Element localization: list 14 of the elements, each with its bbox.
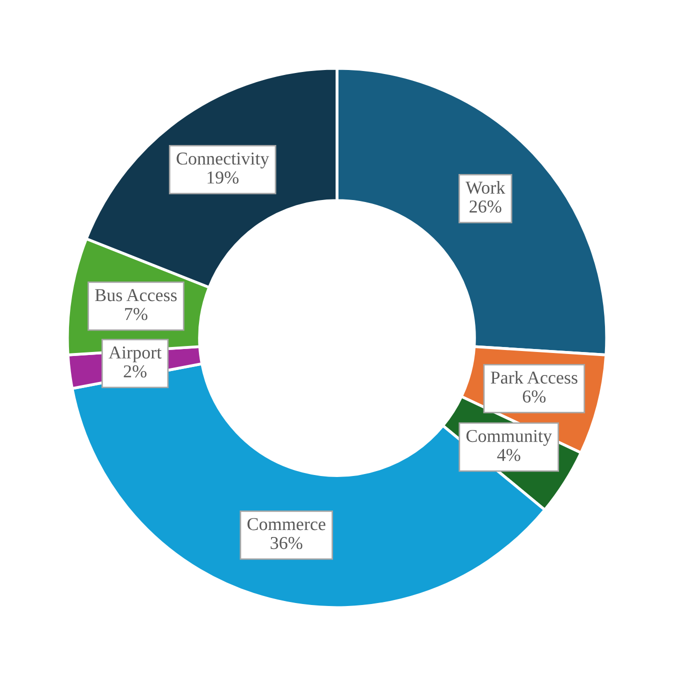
slice-label: Connectivity <box>176 152 270 168</box>
data-label: 26% <box>470 200 502 213</box>
slice-label: Park Access <box>490 370 578 384</box>
slice-label: Community <box>466 430 552 446</box>
data-label: 36% <box>270 536 302 550</box>
data-label: 19% <box>208 171 239 184</box>
data-label: 2% <box>124 365 146 378</box>
data-label: 4% <box>497 448 520 462</box>
data-label: 7% <box>125 308 148 320</box>
slice-label: Airport <box>108 346 162 362</box>
slice-label: Work <box>466 181 506 194</box>
slice-label: Bus Access <box>95 289 177 302</box>
slice-label: Commerce <box>248 518 326 530</box>
data-label: 6% <box>522 390 546 403</box>
